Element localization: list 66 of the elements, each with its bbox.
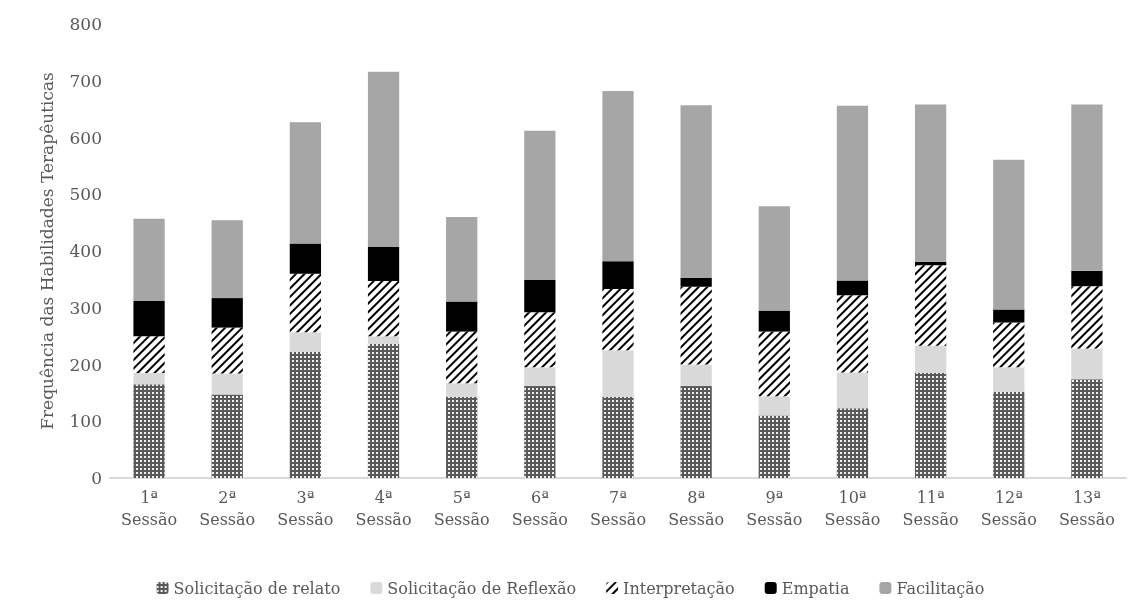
y-tick-label: 800 — [69, 14, 102, 34]
bar — [289, 122, 322, 244]
x-tick-label: 9ª Sessão — [746, 487, 803, 529]
bar — [446, 216, 478, 302]
bar — [993, 367, 1025, 392]
legend-label: Solicitação de Reflexão — [387, 578, 577, 598]
bar — [836, 105, 869, 281]
bar — [1071, 270, 1103, 287]
bar — [211, 373, 243, 395]
y-tick-label: 700 — [69, 70, 102, 91]
bar — [446, 383, 478, 397]
x-tick-label: 8ª Sessão — [668, 487, 725, 529]
x-tick-label: 5ª Sessão — [433, 487, 490, 529]
bar — [211, 220, 243, 299]
bar — [211, 298, 243, 328]
y-tick-label: 600 — [69, 127, 102, 148]
bar — [836, 372, 869, 409]
x-tick-label: 13ª Sessão — [1058, 487, 1115, 529]
bar — [602, 90, 634, 262]
bar — [758, 206, 790, 311]
bar — [758, 396, 790, 416]
bar — [524, 279, 556, 313]
y-tick-label: 200 — [69, 354, 102, 375]
bar — [993, 159, 1025, 310]
x-tick-label: 10ª Sessão — [824, 487, 881, 529]
y-tick-label: 500 — [69, 184, 102, 205]
bar — [836, 280, 869, 296]
bar — [133, 218, 165, 301]
bar — [680, 277, 712, 287]
x-tick-label: 4ª Sessão — [355, 487, 412, 529]
legend-label: Interpretação — [623, 578, 735, 598]
y-tick-label: 400 — [69, 241, 102, 261]
x-tick-label: 7ª Sessão — [589, 487, 647, 529]
bar — [524, 130, 556, 280]
bar — [367, 247, 400, 282]
bar — [133, 373, 165, 385]
x-tick-label: 6ª Sessão — [511, 487, 568, 529]
bar — [680, 105, 712, 278]
y-tick-label: 100 — [69, 411, 102, 432]
bar — [524, 367, 556, 387]
bar — [914, 104, 947, 262]
bar — [602, 350, 634, 397]
bar — [1071, 348, 1103, 380]
x-tick-label: 3ª Sessão — [277, 487, 334, 529]
legend-label: Empatia — [781, 578, 850, 598]
y-tick-label: 300 — [69, 297, 102, 318]
bar — [1071, 104, 1103, 271]
x-tick-label: 11ª Sessão — [902, 487, 959, 529]
y-axis-title: Frequência das Habilidades Terapêuticas — [36, 72, 57, 430]
bar — [446, 301, 478, 332]
y-tick-label: 0 — [91, 468, 102, 488]
bar — [289, 243, 322, 274]
legend-label: Facilitação — [896, 578, 985, 598]
bar — [289, 332, 322, 353]
bar — [993, 309, 1025, 323]
bar — [367, 336, 400, 345]
bar — [602, 261, 634, 290]
bar — [758, 310, 790, 332]
x-tick-label: 1ª Sessão — [121, 487, 178, 529]
legend-label: Solicitação de relato — [173, 578, 341, 598]
bar — [680, 364, 712, 387]
bar — [133, 300, 165, 337]
x-tick-label: 12ª Sessão — [980, 487, 1037, 529]
bar — [914, 345, 947, 374]
bar — [367, 71, 400, 248]
x-tick-label: 2ª Sessão — [199, 487, 256, 529]
